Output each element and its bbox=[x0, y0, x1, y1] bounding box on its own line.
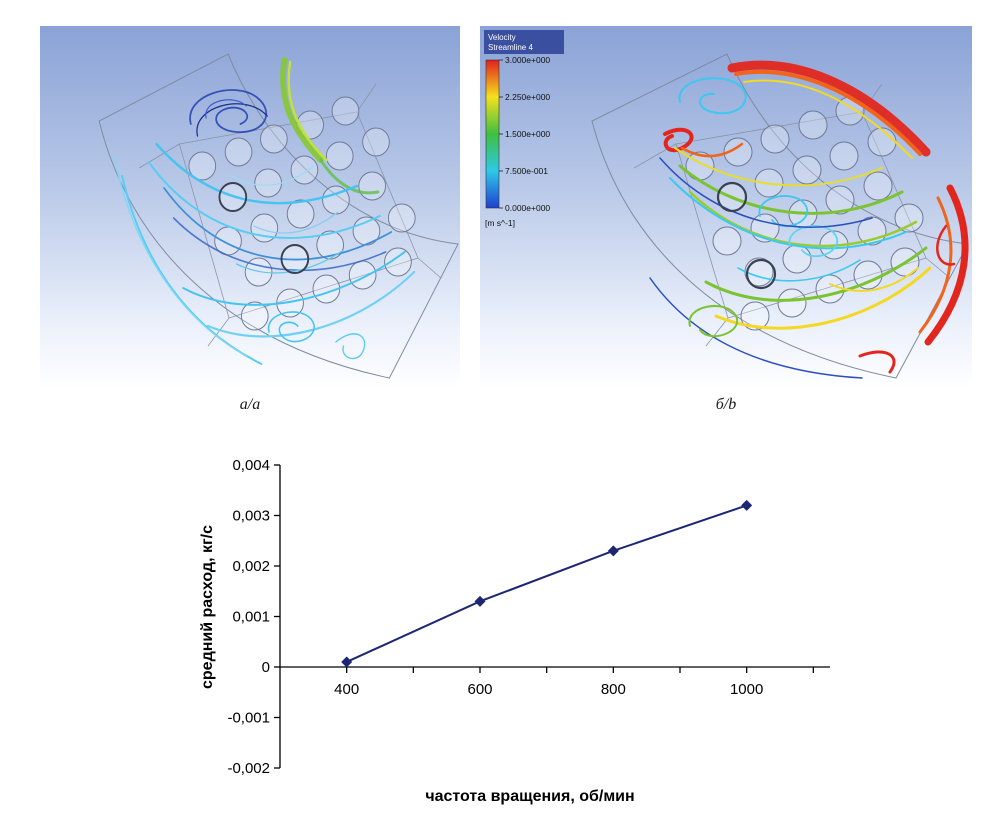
x-tick-label: 800 bbox=[601, 681, 626, 698]
legend-tick: 7.500e-001 bbox=[505, 166, 548, 176]
legend-tick-labels: 3.000e+000 2.250e+000 1.500e+000 7.500e-… bbox=[505, 55, 550, 213]
legend-tick: 2.250e+000 bbox=[505, 92, 550, 102]
legend-colorbar bbox=[485, 59, 500, 209]
legend-tick-marks bbox=[499, 59, 503, 209]
y-axis-title: средний расход, кг/с bbox=[199, 525, 216, 689]
legend-tick-min: 0.000e+000 bbox=[505, 203, 550, 213]
data-point-marker bbox=[607, 545, 619, 557]
y-tick-label: 0 bbox=[262, 659, 270, 676]
x-tick-label: 600 bbox=[467, 681, 492, 698]
panel-b-label: б/b bbox=[715, 396, 737, 413]
x-axis-title: частота вращения, об/мин bbox=[425, 788, 634, 805]
cfd-panel-a bbox=[40, 26, 460, 388]
x-tick-label: 1000 bbox=[730, 681, 763, 698]
flow-chart: средний расход, кг/с частота вращения, о… bbox=[199, 457, 830, 805]
y-tick-label: 0,004 bbox=[232, 457, 270, 474]
legend-title-line1: Velocity bbox=[488, 33, 516, 42]
y-tick-label: -0,002 bbox=[227, 760, 270, 777]
cfd-panel-b: Velocity Streamline 4 3.000e+000 2.250e+… bbox=[480, 26, 972, 388]
streamlines-a bbox=[113, 57, 416, 365]
legend-title-bg bbox=[484, 30, 564, 54]
y-tick-label: 0,003 bbox=[232, 508, 270, 525]
legend-title-line2: Streamline 4 bbox=[488, 43, 533, 52]
legend-tick-max: 3.000e+000 bbox=[505, 55, 550, 65]
x-tick-label: 400 bbox=[334, 681, 359, 698]
data-point-marker bbox=[341, 656, 353, 668]
y-tick-label: 0,002 bbox=[232, 558, 270, 575]
y-tick-label: -0,001 bbox=[227, 710, 270, 727]
velocity-legend: Velocity Streamline 4 3.000e+000 2.250e+… bbox=[484, 30, 564, 228]
streamlines-b bbox=[649, 60, 969, 379]
series-line bbox=[346, 504, 747, 663]
legend-units: [m s^-1] bbox=[485, 218, 515, 228]
y-tick-label: 0,001 bbox=[232, 609, 270, 626]
panel-a-label: а/a bbox=[239, 396, 261, 413]
data-point-marker bbox=[741, 499, 753, 511]
legend-tick: 1.500e+000 bbox=[505, 129, 550, 139]
data-point-marker bbox=[474, 595, 486, 607]
